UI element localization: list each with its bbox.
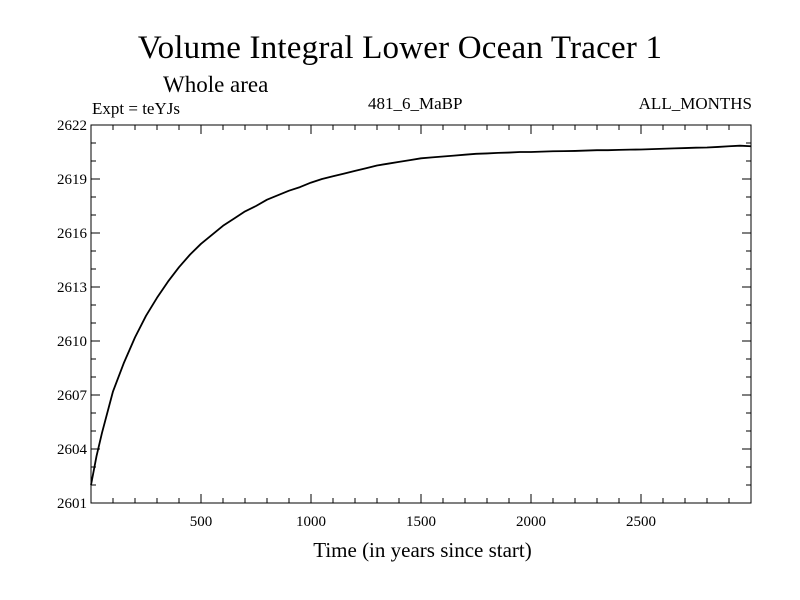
y-tick-label: 2604 (57, 442, 88, 458)
chart-subtitle: Whole area (163, 72, 269, 97)
run-label: 481_6_MaBP (368, 94, 463, 113)
y-tick-label: 2619 (57, 172, 87, 188)
x-tick-label: 1000 (296, 514, 326, 530)
y-tick-label: 2622 (57, 118, 87, 134)
series-line (90, 144, 752, 486)
experiment-label: Expt = teYJs (92, 99, 180, 118)
x-tick-label: 2500 (626, 514, 656, 530)
x-tick-label: 2000 (516, 514, 546, 530)
y-tick-label: 2613 (57, 280, 87, 296)
x-axis-label: Time (in years since start) (313, 538, 532, 562)
y-tick-label: 2607 (57, 388, 88, 404)
x-tick-label: 1500 (406, 514, 436, 530)
period-label: ALL_MONTHS (638, 94, 752, 113)
y-tick-label: 2616 (57, 226, 88, 242)
x-tick-label: 500 (190, 514, 213, 530)
y-tick-label: 2610 (57, 334, 87, 350)
y-tick-label: 2601 (57, 496, 87, 512)
plot-frame (90, 124, 752, 504)
chart-title: Volume Integral Lower Ocean Tracer 1 (137, 30, 663, 66)
